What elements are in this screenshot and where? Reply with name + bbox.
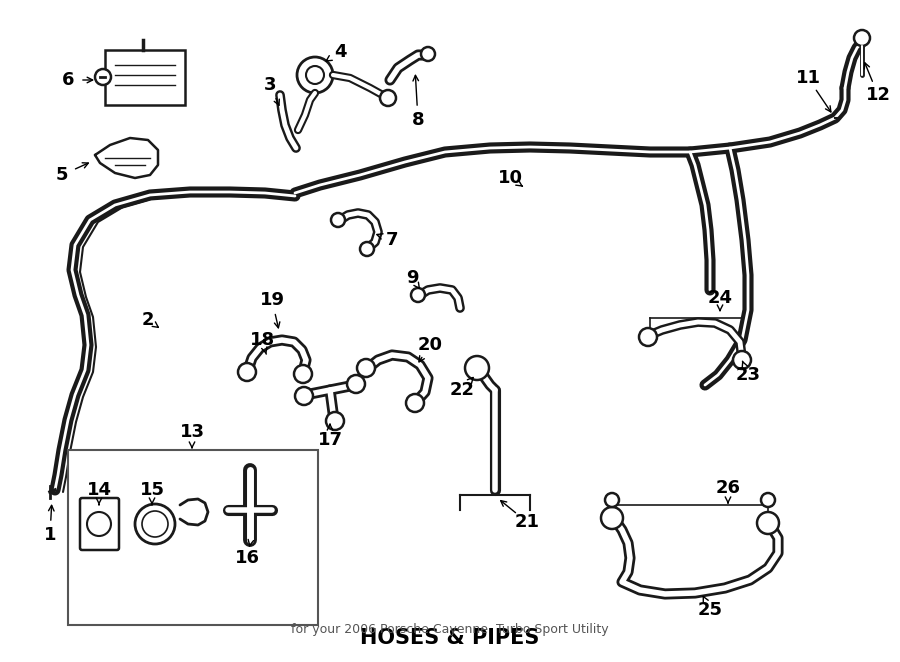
Circle shape [238, 363, 256, 381]
Circle shape [411, 288, 425, 302]
Text: 20: 20 [418, 336, 443, 354]
Text: 11: 11 [796, 69, 821, 87]
Circle shape [854, 30, 870, 46]
Text: 2: 2 [142, 311, 154, 329]
Text: 18: 18 [249, 331, 274, 349]
Circle shape [380, 90, 396, 106]
Circle shape [733, 351, 751, 369]
Text: 8: 8 [411, 111, 424, 129]
Text: 7: 7 [386, 231, 398, 249]
Circle shape [295, 387, 313, 405]
FancyBboxPatch shape [80, 498, 119, 550]
Text: 15: 15 [140, 481, 165, 499]
Circle shape [761, 493, 775, 507]
Circle shape [240, 532, 260, 552]
Circle shape [215, 500, 235, 520]
FancyBboxPatch shape [68, 450, 318, 625]
Text: 1: 1 [44, 526, 56, 544]
Text: 5: 5 [56, 166, 68, 184]
Circle shape [605, 493, 619, 507]
Circle shape [87, 512, 111, 536]
Text: HOSES & PIPES: HOSES & PIPES [360, 628, 540, 648]
Circle shape [294, 365, 312, 383]
Text: 21: 21 [515, 513, 539, 531]
Text: 10: 10 [498, 169, 523, 187]
Text: 26: 26 [716, 479, 741, 497]
Circle shape [326, 412, 344, 430]
Text: 9: 9 [406, 269, 419, 287]
Circle shape [421, 47, 435, 61]
Text: 14: 14 [86, 481, 112, 499]
Circle shape [639, 328, 657, 346]
Circle shape [95, 69, 111, 85]
Circle shape [135, 504, 175, 544]
Circle shape [264, 500, 284, 520]
Circle shape [360, 242, 374, 256]
Text: for your 2006 Porsche Cayenne  Turbo Sport Utility: for your 2006 Porsche Cayenne Turbo Spor… [292, 623, 608, 636]
Text: 13: 13 [179, 423, 204, 441]
FancyBboxPatch shape [105, 50, 185, 105]
Text: 17: 17 [318, 431, 343, 449]
Circle shape [406, 394, 424, 412]
Text: 23: 23 [735, 366, 760, 384]
Text: 25: 25 [698, 601, 723, 619]
Text: 24: 24 [707, 289, 733, 307]
Circle shape [757, 512, 779, 534]
Text: 6: 6 [62, 71, 74, 89]
Text: 4: 4 [334, 43, 346, 61]
Circle shape [357, 359, 375, 377]
Circle shape [601, 507, 623, 529]
Text: 19: 19 [259, 291, 284, 309]
Circle shape [331, 213, 345, 227]
Circle shape [297, 57, 333, 93]
Circle shape [306, 66, 324, 84]
Circle shape [347, 375, 365, 393]
Circle shape [142, 511, 168, 537]
Circle shape [240, 456, 260, 476]
Text: 22: 22 [449, 381, 474, 399]
Text: 12: 12 [866, 86, 890, 104]
Circle shape [465, 356, 489, 380]
Text: 3: 3 [264, 76, 276, 94]
Text: 16: 16 [235, 549, 259, 567]
